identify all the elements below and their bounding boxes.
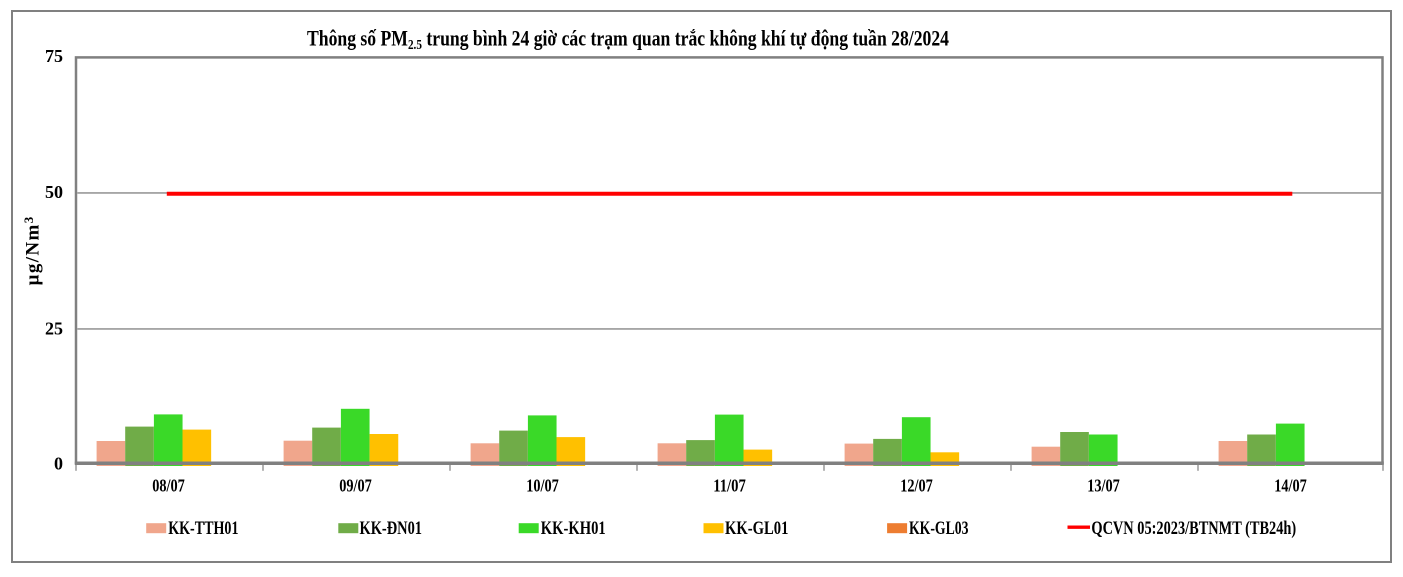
svg-text:QCVN 05:2023/BTNMT (TB24h): QCVN 05:2023/BTNMT (TB24h) <box>1091 519 1296 539</box>
svg-text:13/07: 13/07 <box>1087 476 1120 496</box>
svg-text:09/07: 09/07 <box>339 476 372 496</box>
svg-text:50: 50 <box>45 182 63 202</box>
svg-text:14/07: 14/07 <box>1274 476 1307 496</box>
svg-text:µg/Nm3: µg/Nm3 <box>21 215 44 285</box>
svg-text:12/07: 12/07 <box>900 476 933 496</box>
svg-text:KK-ĐN01: KK-ĐN01 <box>360 519 423 539</box>
svg-text:75: 75 <box>45 46 63 66</box>
svg-text:11/07: 11/07 <box>713 476 746 496</box>
svg-text:KK-GL03: KK-GL03 <box>909 519 969 539</box>
svg-text:Thông số PM2.5 trung bình 24 g: Thông số PM2.5 trung bình 24 giờ các trạ… <box>307 26 949 54</box>
svg-text:KK-TTH01: KK-TTH01 <box>168 519 238 539</box>
svg-text:KK-GL01: KK-GL01 <box>725 519 788 539</box>
svg-text:0: 0 <box>54 453 63 473</box>
svg-text:08/07: 08/07 <box>152 476 185 496</box>
svg-text:KK-KH01: KK-KH01 <box>541 519 606 539</box>
svg-text:25: 25 <box>45 319 63 339</box>
svg-text:10/07: 10/07 <box>526 476 559 496</box>
